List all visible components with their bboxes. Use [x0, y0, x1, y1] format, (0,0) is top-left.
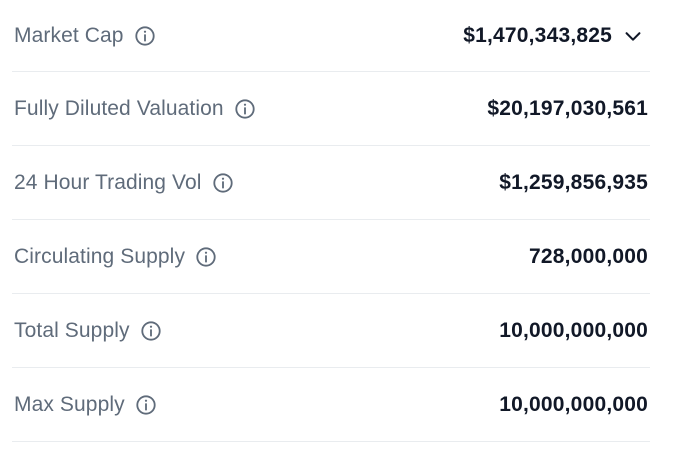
stat-label-group: 24 Hour Trading Vol	[12, 171, 234, 195]
info-icon[interactable]	[234, 98, 256, 120]
stat-value: $1,259,856,935	[499, 170, 648, 194]
stat-row-market-cap: Market Cap $1,470,343,825	[12, 0, 650, 72]
stat-row-max-supply: Max Supply 10,000,000,000	[12, 368, 650, 442]
info-icon[interactable]	[195, 246, 217, 268]
stat-row-fully-diluted-valuation: Fully Diluted Valuation $20,197,030,561	[12, 72, 650, 146]
stat-value: 10,000,000,000	[499, 318, 648, 342]
info-icon[interactable]	[134, 25, 156, 47]
stat-value-group: 10,000,000,000	[499, 393, 650, 417]
stat-label-group: Circulating Supply	[12, 245, 217, 269]
info-icon[interactable]	[135, 394, 157, 416]
stat-row-circulating-supply: Circulating Supply 728,000,000	[12, 220, 650, 294]
stat-label: Total Supply	[14, 318, 130, 342]
stat-label: Circulating Supply	[14, 244, 186, 268]
stat-label-group: Market Cap	[12, 24, 156, 48]
chevron-down-icon[interactable]	[622, 25, 644, 47]
stat-value-group: $1,470,343,825	[463, 24, 650, 48]
info-icon[interactable]	[212, 172, 234, 194]
stat-label-group: Total Supply	[12, 319, 162, 343]
stat-row-24h-trading-volume: 24 Hour Trading Vol $1,259,856,935	[12, 146, 650, 220]
stat-row-total-supply: Total Supply 10,000,000,000	[12, 294, 650, 368]
stat-value-group: 10,000,000,000	[499, 319, 650, 343]
info-icon[interactable]	[140, 320, 162, 342]
stat-value-group: $1,259,856,935	[499, 171, 650, 195]
stat-label-group: Max Supply	[12, 393, 157, 417]
stat-value: 10,000,000,000	[499, 392, 648, 416]
stat-label: Max Supply	[14, 392, 125, 416]
stat-value: 728,000,000	[529, 244, 648, 268]
stat-value-group: 728,000,000	[529, 245, 650, 269]
stat-label: Market Cap	[14, 23, 124, 47]
stat-value: $1,470,343,825	[463, 23, 612, 47]
market-stats-list: Market Cap $1,470,343,825 Fully Diluted …	[12, 0, 650, 442]
stat-label-group: Fully Diluted Valuation	[12, 97, 256, 121]
stat-label: 24 Hour Trading Vol	[14, 170, 202, 194]
stat-label: Fully Diluted Valuation	[14, 96, 224, 120]
stat-value-group: $20,197,030,561	[487, 97, 650, 121]
stat-value: $20,197,030,561	[487, 96, 648, 120]
